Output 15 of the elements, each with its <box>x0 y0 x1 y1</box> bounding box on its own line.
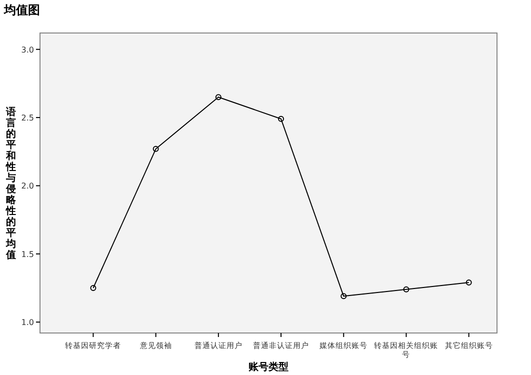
y-tick-label: 2.0 <box>21 182 34 191</box>
point <box>215 94 222 100</box>
point <box>278 116 284 122</box>
y-tick-label: 3.0 <box>21 45 34 54</box>
point <box>90 285 96 291</box>
x-axis-title: 账号类型 <box>248 361 288 373</box>
y-tick-label: 1.0 <box>21 318 34 328</box>
y-tick-label: 2.5 <box>21 114 34 123</box>
text: 语言的平和性与侵略性的平均值 <box>6 107 16 261</box>
chart-title: 均值图 <box>3 3 40 17</box>
point <box>152 146 159 152</box>
point <box>403 286 410 292</box>
y-tick-label: 1.5 <box>21 250 34 259</box>
point <box>466 280 472 286</box>
point <box>340 293 347 300</box>
